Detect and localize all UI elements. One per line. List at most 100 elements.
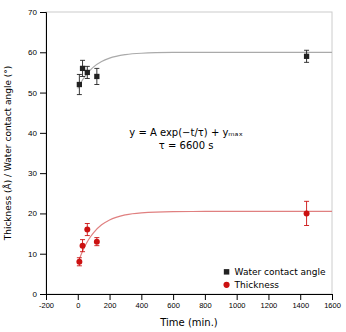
data-point xyxy=(304,210,310,216)
x-tick: -200 xyxy=(39,294,54,310)
y-tick-mark xyxy=(40,254,46,255)
legend-item: Water contact angle xyxy=(224,267,326,277)
annotation-line: y = A exp(−t/τ) + yₘₐₓ xyxy=(129,127,243,138)
data-point xyxy=(77,82,82,87)
error-bar xyxy=(304,50,309,62)
y-tick-mark xyxy=(40,93,46,94)
x-tick-label: -200 xyxy=(39,301,54,310)
error-bar xyxy=(80,60,85,76)
fit-line xyxy=(78,52,332,88)
y-tick: 60 xyxy=(28,48,46,57)
y-tick-mark xyxy=(40,294,46,295)
error-bar xyxy=(80,240,85,252)
error-bar-cap xyxy=(80,60,85,61)
error-bar-cap xyxy=(94,84,99,85)
error-bar-cap xyxy=(304,62,309,63)
y-tick: 50 xyxy=(28,89,46,98)
error-bar-cap xyxy=(80,76,85,77)
legend: Water contact angle Thickness xyxy=(223,267,326,290)
y-tick-mark xyxy=(40,52,46,53)
y-tick-label: 10 xyxy=(28,250,37,259)
x-tick: 1600 xyxy=(324,294,341,310)
chart: -200020040060080010001200140016000102030… xyxy=(0,0,346,332)
x-tick-label: 1400 xyxy=(292,301,309,310)
legend-swatch xyxy=(223,282,229,288)
x-tick-mark xyxy=(78,294,79,300)
error-bar-cap xyxy=(80,239,85,240)
x-tick-mark xyxy=(110,294,111,300)
y-axis-title: Thickness (Å) / Water contact angle (°) xyxy=(2,66,13,242)
y-tick-label: 30 xyxy=(28,169,37,178)
y-axis: 0 10 20 30 40 50 60 70 xyxy=(28,8,46,299)
error-bar-cap xyxy=(77,74,82,75)
fit-line xyxy=(78,211,332,263)
legend-item: Thickness xyxy=(223,280,279,290)
error-bar-cap xyxy=(85,223,90,224)
x-tick-label: 1600 xyxy=(324,301,341,310)
data-point xyxy=(94,74,99,79)
y-tick: 30 xyxy=(28,169,46,178)
x-tick-label: 200 xyxy=(104,301,117,310)
y-tick: 0 xyxy=(33,290,46,299)
error-bar-cap xyxy=(77,265,82,266)
y-tick: 20 xyxy=(28,209,46,218)
error-bar-cap xyxy=(94,237,99,238)
x-tick: 0 xyxy=(76,294,80,310)
x-tick: 200 xyxy=(104,294,117,310)
x-tick-label: 600 xyxy=(167,301,180,310)
x-axis-title: Time (min.) xyxy=(159,317,218,328)
x-tick-mark xyxy=(205,294,206,300)
x-tick: 400 xyxy=(136,294,149,310)
y-tick: 10 xyxy=(28,250,46,259)
x-tick-mark xyxy=(268,294,269,300)
data-point xyxy=(304,54,309,59)
x-tick-mark xyxy=(173,294,174,300)
y-tick: 40 xyxy=(28,129,46,138)
error-bar-cap xyxy=(304,225,309,226)
marks xyxy=(76,50,332,266)
error-bar-cap xyxy=(304,50,309,51)
annotation-line: τ = 6600 s xyxy=(159,140,214,151)
error-bar-cap xyxy=(85,66,90,67)
data-point xyxy=(94,239,100,245)
x-tick-mark xyxy=(237,294,238,300)
y-tick-label: 0 xyxy=(33,290,38,299)
data-point xyxy=(80,66,85,71)
y-tick: 70 xyxy=(28,8,46,17)
error-bar xyxy=(94,238,99,246)
data-point xyxy=(85,70,90,75)
x-tick-label: 400 xyxy=(136,301,149,310)
x-tick-label: 0 xyxy=(76,301,80,310)
error-bar-cap xyxy=(85,235,90,236)
legend-swatch xyxy=(224,269,229,274)
y-tick-label: 60 xyxy=(28,48,37,57)
error-bar xyxy=(94,68,99,84)
x-tick-mark xyxy=(300,294,301,300)
y-tick-label: 40 xyxy=(28,129,37,138)
error-bar-cap xyxy=(77,257,82,258)
y-tick-label: 20 xyxy=(28,209,37,218)
x-tick-label: 1200 xyxy=(261,301,278,310)
x-tick: 1400 xyxy=(292,294,309,310)
x-tick: 1200 xyxy=(261,294,278,310)
error-bar xyxy=(77,258,82,266)
y-tick-label: 70 xyxy=(28,8,37,17)
legend-label: Thickness xyxy=(234,280,280,290)
error-bar-cap xyxy=(80,251,85,252)
error-bar xyxy=(85,66,90,78)
x-axis-line xyxy=(47,295,333,301)
plot-frame xyxy=(46,12,332,294)
x-tick: 1000 xyxy=(229,294,246,310)
y-axis-line xyxy=(40,13,47,295)
x-tick: 800 xyxy=(199,294,212,310)
error-bar-cap xyxy=(304,201,309,202)
error-bar xyxy=(77,74,82,94)
y-tick-mark xyxy=(40,213,46,214)
y-tick-mark xyxy=(40,133,46,134)
x-axis: -200 0 200 400 600 800 1000 1200 1400 1600 xyxy=(39,294,341,310)
x-tick-mark xyxy=(332,294,333,300)
legend-label: Water contact angle xyxy=(235,267,326,277)
data-point xyxy=(80,243,86,249)
y-tick-mark xyxy=(40,12,46,13)
x-tick-label: 1000 xyxy=(229,301,246,310)
